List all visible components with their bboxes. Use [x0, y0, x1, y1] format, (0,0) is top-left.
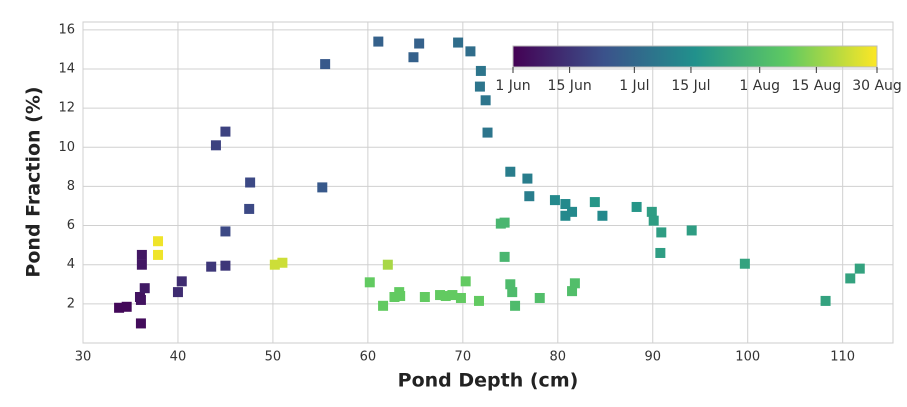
point [480, 95, 491, 106]
point [364, 277, 375, 288]
point [505, 279, 516, 290]
colorbar-tick-label: 1 Jun [495, 78, 530, 94]
point [220, 260, 231, 271]
point [172, 287, 183, 298]
colorbar-tick-label: 15 Aug [792, 78, 842, 94]
y-tick-label: 8 [67, 179, 75, 194]
point [534, 292, 545, 303]
point [549, 195, 560, 206]
y-tick-label: 16 [58, 22, 75, 37]
point [245, 177, 256, 188]
point [465, 46, 476, 57]
x-tick-label: 40 [170, 350, 187, 365]
x-tick-label: 100 [735, 350, 760, 365]
x-tick-label: 110 [830, 350, 855, 365]
point [136, 249, 147, 260]
point [136, 259, 147, 270]
y-tick-label: 10 [58, 140, 75, 155]
point [460, 276, 471, 287]
point [378, 300, 389, 311]
point [560, 210, 571, 221]
y-tick-label: 2 [67, 296, 75, 311]
x-tick-label: 70 [455, 350, 472, 365]
point [176, 276, 187, 287]
point [134, 292, 145, 303]
point [567, 206, 578, 217]
colorbar-tick-label: 15 Jul [671, 78, 710, 94]
point [455, 292, 466, 303]
point [475, 65, 486, 76]
x-tick-label: 60 [360, 350, 377, 365]
point [474, 81, 485, 92]
point [435, 290, 446, 301]
x-tick-label: 80 [550, 350, 567, 365]
point [447, 290, 458, 301]
point [560, 199, 571, 210]
y-axis-title: Pond Fraction (%) [23, 86, 45, 277]
point [414, 38, 425, 49]
point [589, 197, 600, 208]
point [453, 37, 464, 48]
point [499, 217, 510, 228]
point [597, 210, 608, 221]
point [210, 140, 221, 151]
point [646, 206, 657, 217]
point [473, 295, 484, 306]
point [440, 291, 451, 302]
point [382, 259, 393, 270]
y-tick-label: 14 [58, 61, 75, 76]
point [153, 249, 164, 260]
colorbar [512, 45, 878, 68]
point [499, 251, 510, 262]
point [220, 126, 231, 137]
y-tick-label: 6 [67, 218, 75, 233]
point [524, 191, 535, 202]
colorbar-tick-label: 1 Aug [739, 78, 780, 94]
point [522, 173, 533, 184]
point [244, 203, 255, 214]
point [482, 127, 493, 138]
point [686, 225, 697, 236]
point [220, 226, 231, 237]
colorbar-tick-label: 30 Aug [852, 78, 902, 94]
point [739, 258, 750, 269]
colorbar-tick-label: 1 Jul [619, 78, 649, 94]
x-axis-title: Pond Depth (cm) [398, 370, 579, 392]
x-tick-label: 90 [644, 350, 661, 365]
point [206, 261, 217, 272]
point [395, 291, 406, 302]
plot-area [82, 21, 894, 344]
x-tick-label: 50 [265, 350, 282, 365]
point [153, 236, 164, 247]
point [655, 247, 666, 258]
point [648, 215, 659, 226]
colorbar-tick-label: 15 Jun [548, 78, 592, 94]
y-tick-label: 12 [58, 101, 75, 116]
point [567, 286, 578, 297]
point [277, 257, 288, 268]
point [135, 318, 146, 329]
point [408, 52, 419, 63]
x-tick-label: 30 [75, 350, 92, 365]
point [373, 36, 384, 47]
point [507, 287, 518, 298]
point [505, 166, 516, 177]
point [139, 283, 150, 294]
point [114, 302, 125, 313]
point [569, 278, 580, 289]
point [820, 295, 831, 306]
point [510, 300, 521, 311]
point [269, 259, 280, 270]
point [419, 292, 430, 303]
point [656, 227, 667, 238]
point [320, 59, 331, 70]
point [317, 182, 328, 193]
point [631, 201, 642, 212]
point [845, 273, 856, 284]
y-tick-label: 4 [67, 257, 75, 272]
point [121, 301, 132, 312]
point [854, 263, 865, 274]
